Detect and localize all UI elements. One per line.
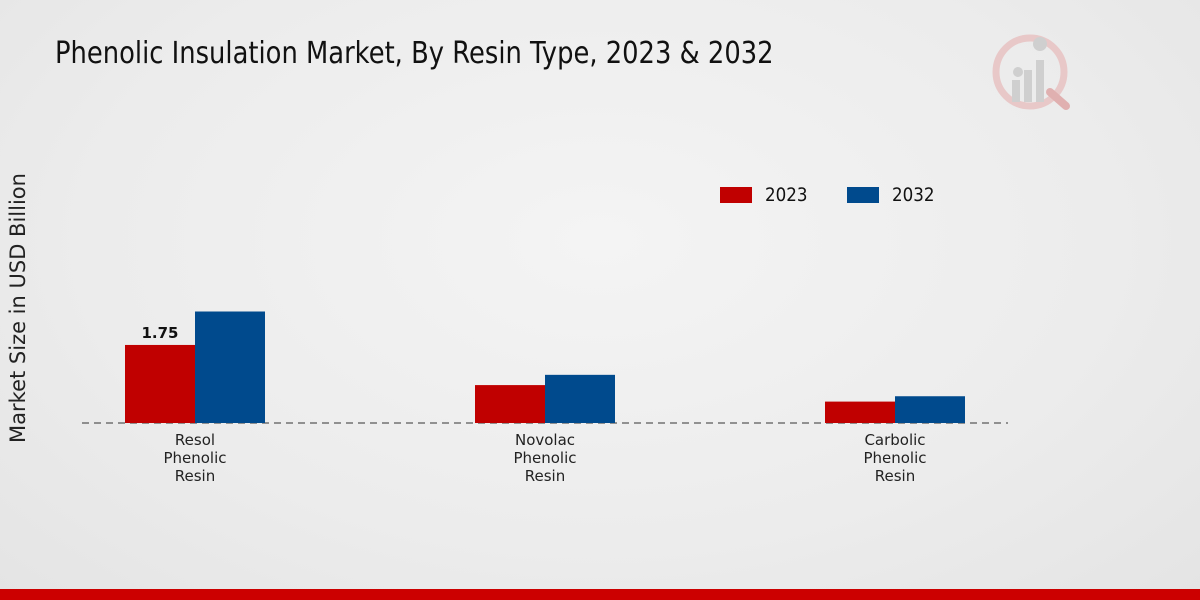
chart-legend: 2023 2032 bbox=[720, 184, 975, 206]
legend-swatch-2032 bbox=[847, 187, 880, 203]
legend-swatch-2023 bbox=[720, 187, 752, 203]
bar-2032-0 bbox=[195, 311, 265, 423]
legend-item-2023: 2023 bbox=[720, 184, 813, 206]
category-label-0: Resol Phenolic Resin bbox=[163, 431, 226, 485]
legend-label-2032: 2032 bbox=[892, 184, 935, 206]
bar-2023-0 bbox=[125, 344, 195, 423]
legend-label-2023: 2023 bbox=[765, 184, 808, 206]
category-label-1: Novolac Phenolic Resin bbox=[513, 431, 576, 485]
bottom-accent-bar bbox=[0, 589, 1200, 600]
category-label-2: Carbolic Phenolic Resin bbox=[863, 431, 926, 485]
data-label-0: 1.75 bbox=[141, 324, 178, 342]
bar-2023-2 bbox=[825, 401, 895, 423]
legend-item-2032: 2032 bbox=[847, 184, 940, 206]
bar-2032-2 bbox=[895, 396, 965, 423]
bar-2023-1 bbox=[475, 385, 545, 423]
chart-title: Phenolic Insulation Market, By Resin Typ… bbox=[55, 36, 774, 71]
bar-2032-1 bbox=[545, 374, 615, 423]
brand-logo-icon bbox=[992, 34, 1070, 110]
